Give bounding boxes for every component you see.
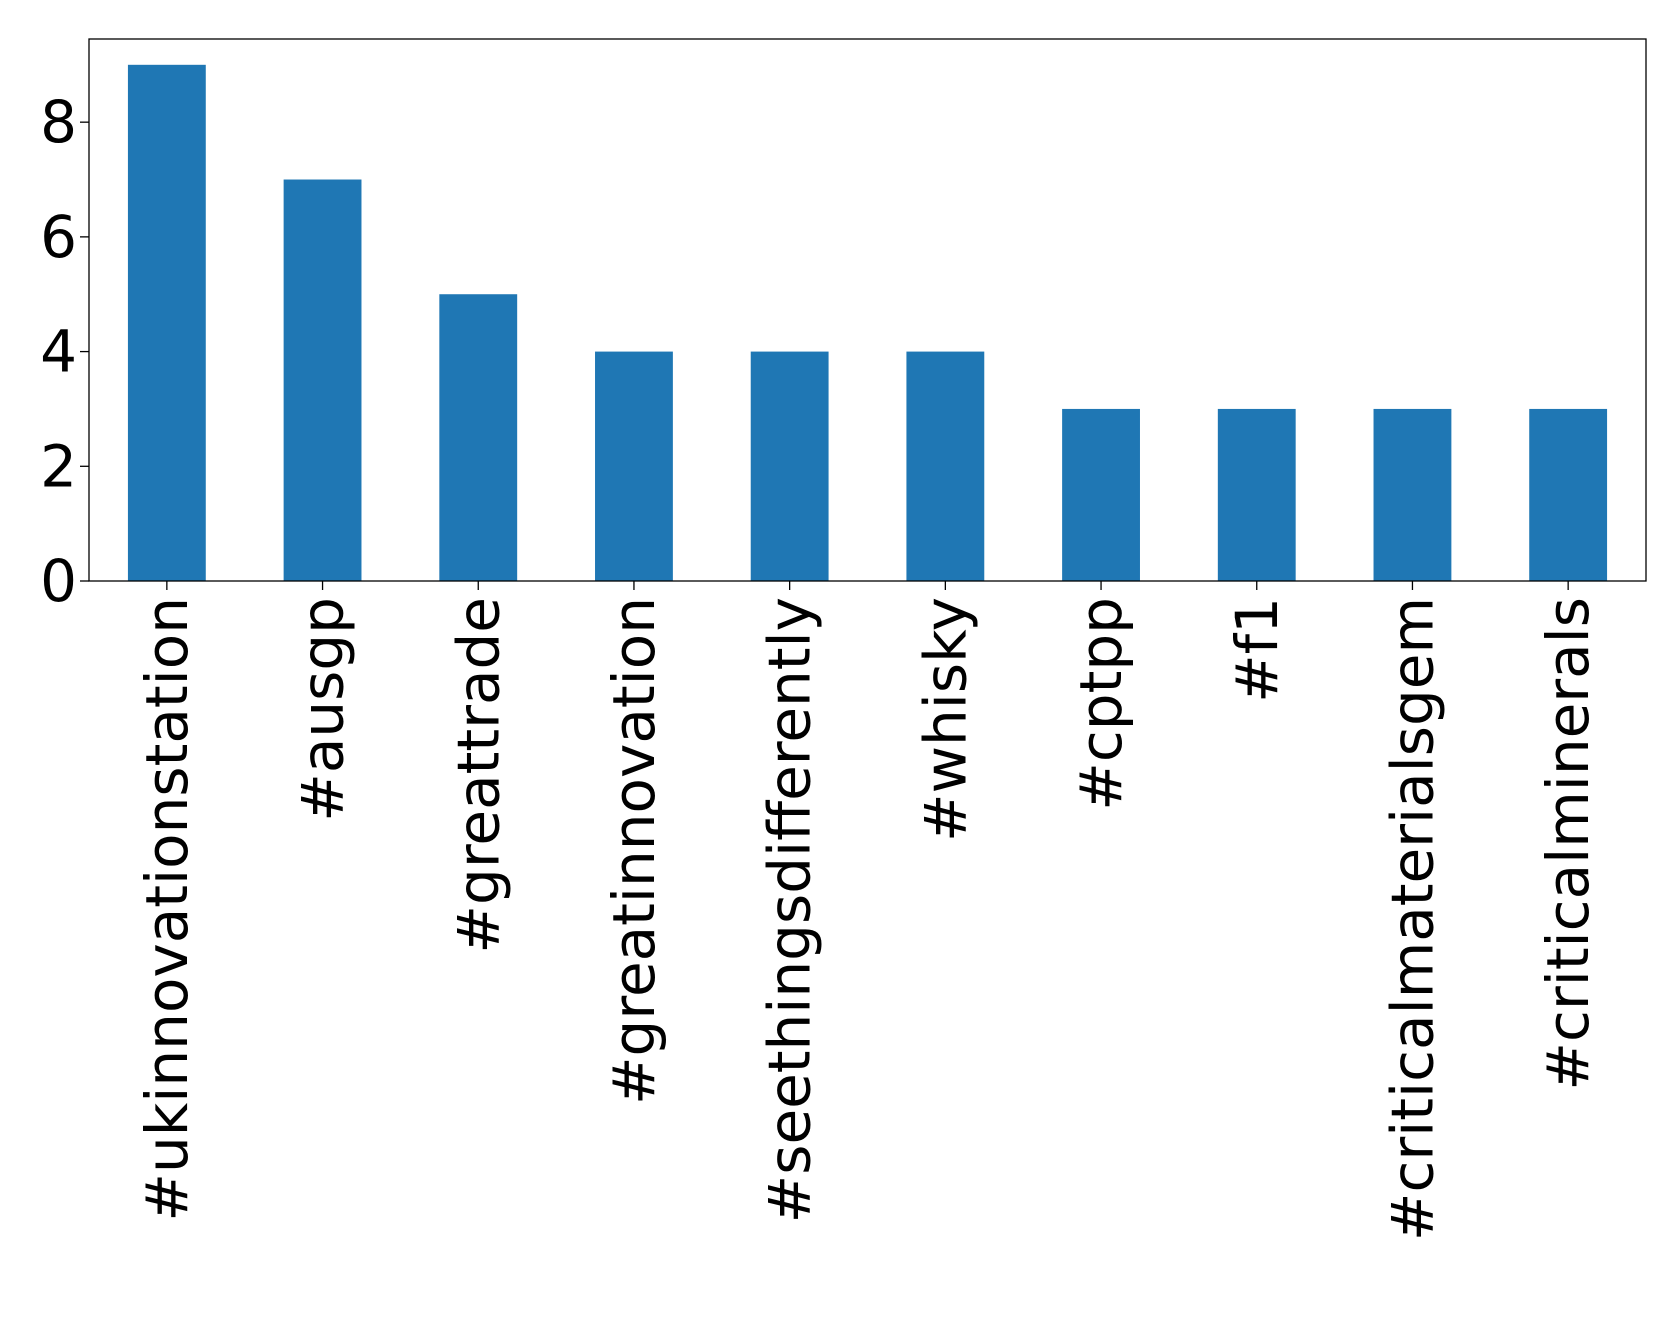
x-tick-label: #criticalminerals (1534, 597, 1602, 1091)
x-tick-label: #whisky (911, 597, 979, 842)
bar (283, 179, 362, 581)
bars-group (127, 64, 1608, 582)
x-tick-label: #f1 (1223, 597, 1291, 703)
y-axis: 0 2 4 6 8 (40, 88, 89, 615)
bar (1373, 408, 1452, 581)
x-axis: #ukinnovationstation #ausgp #greattrade #gr… (133, 581, 1602, 1241)
y-tick-label: 6 (40, 203, 77, 271)
bar (1062, 408, 1140, 581)
x-tick-label: #cptpp (1067, 597, 1135, 811)
y-tick-label: 2 (40, 432, 77, 500)
x-tick-label: #greatinnovation (600, 597, 668, 1105)
bar (127, 64, 206, 582)
x-tick-label: #seethingsdifferently (756, 597, 824, 1223)
x-tick-label: #ausgp (289, 597, 357, 822)
y-tick-label: 8 (40, 88, 77, 156)
bar (750, 351, 829, 581)
y-tick-label: 4 (40, 318, 77, 386)
bar (595, 351, 673, 581)
x-tick-label: #ukinnovationstation (133, 597, 201, 1222)
bar (439, 294, 518, 581)
x-tick-label: #criticalmaterialsgem (1378, 597, 1446, 1241)
y-tick-label: 0 (40, 547, 77, 615)
bar (1217, 408, 1296, 581)
plot-frame (88, 38, 1647, 582)
bar (906, 351, 985, 581)
x-tick-label: #greattrade (444, 597, 512, 954)
bar (1529, 408, 1608, 581)
